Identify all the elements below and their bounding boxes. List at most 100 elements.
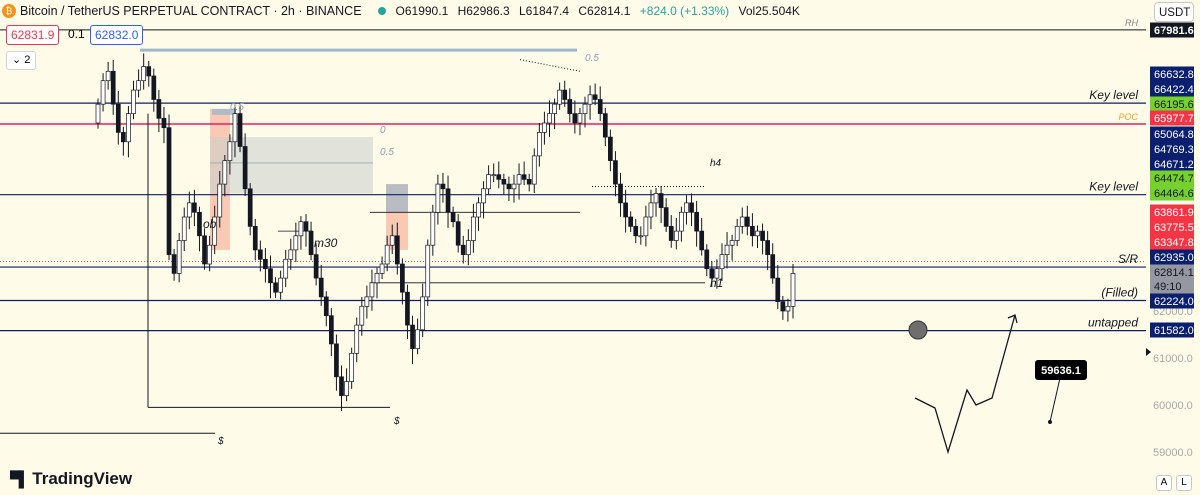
candle-body-113 bbox=[668, 226, 674, 241]
level-label-6: untapped bbox=[1088, 316, 1138, 330]
candle-body-18 bbox=[186, 202, 192, 218]
volume-value: Vol25.504K bbox=[738, 4, 800, 18]
market-status-icon bbox=[377, 7, 386, 15]
candle-body-11 bbox=[151, 75, 157, 100]
candle-body-45 bbox=[323, 296, 329, 317]
candle-body-92 bbox=[562, 89, 568, 100]
candle-body-6 bbox=[126, 113, 131, 143]
candle-body-90 bbox=[552, 103, 557, 114]
price-label-2: 66422.4 bbox=[1154, 84, 1194, 96]
candle-body-53 bbox=[364, 296, 370, 307]
candle-body-84 bbox=[521, 174, 527, 180]
candle-body-127 bbox=[739, 216, 745, 227]
open-value: O61990.1 bbox=[395, 4, 449, 18]
candle-body-22 bbox=[207, 244, 212, 265]
candle-body-70 bbox=[450, 211, 456, 223]
candle-body-47 bbox=[334, 343, 339, 378]
candle-body-49 bbox=[344, 381, 349, 396]
candle-body-102 bbox=[613, 160, 618, 185]
price-label-bg-11 bbox=[1150, 219, 1194, 235]
candle-body-120 bbox=[704, 249, 710, 270]
candle-body-85 bbox=[526, 179, 532, 185]
candle-body-19 bbox=[192, 202, 197, 213]
candle-body-59 bbox=[394, 235, 400, 265]
candle-body-115 bbox=[679, 211, 684, 232]
projection-path bbox=[914, 314, 1016, 455]
projection-arrow-icon bbox=[1007, 314, 1018, 324]
price-label-15: 49:10 bbox=[1154, 281, 1182, 293]
candle-body-23 bbox=[212, 216, 218, 246]
low-value: L61847.4 bbox=[518, 4, 570, 18]
candle-body-68 bbox=[440, 183, 446, 190]
candle-body-122 bbox=[714, 268, 720, 279]
buy-price-button[interactable]: 62832.0 bbox=[90, 25, 144, 45]
annotation-3: 0.5 bbox=[380, 147, 394, 158]
candle-body-54 bbox=[369, 282, 375, 298]
candle-body-121 bbox=[709, 268, 715, 279]
currency-label: USDT bbox=[1159, 7, 1191, 19]
candle-body-0 bbox=[95, 103, 101, 124]
candle-body-51 bbox=[354, 324, 360, 354]
candle-body-62 bbox=[410, 324, 415, 349]
chevron-down-icon: ▾ bbox=[1159, 28, 1164, 38]
price-label-bg-3 bbox=[1150, 96, 1194, 112]
candle-body-101 bbox=[608, 136, 613, 161]
candle-body-3 bbox=[110, 70, 116, 105]
candle-body-125 bbox=[729, 240, 735, 246]
price-label-bg-6 bbox=[1150, 141, 1194, 157]
candle-body-95 bbox=[577, 113, 583, 124]
sell-price-button[interactable]: 62831.9 bbox=[6, 25, 60, 45]
spread-value: 0.1 bbox=[68, 27, 85, 41]
indicator-count: 2 bbox=[24, 54, 31, 66]
candle-body-27 bbox=[232, 113, 238, 143]
auto-scale-button[interactable]: A bbox=[1156, 475, 1172, 491]
high-value: H62986.3 bbox=[457, 4, 510, 18]
candle-body-88 bbox=[542, 122, 547, 133]
target-pointer bbox=[1049, 377, 1061, 423]
ohlc-values: O61990.1 H62986.3 L61847.4 C62814.1 +824… bbox=[396, 4, 806, 18]
candle-body-30 bbox=[247, 188, 253, 227]
candle-body-61 bbox=[405, 291, 410, 326]
candle-body-39 bbox=[293, 235, 299, 251]
candle-body-87 bbox=[537, 132, 542, 157]
candle-body-17 bbox=[181, 216, 187, 241]
candle-body-43 bbox=[313, 254, 319, 279]
candle-body-10 bbox=[146, 66, 152, 77]
candle-body-136 bbox=[785, 305, 791, 312]
candle-body-67 bbox=[435, 183, 441, 213]
tradingview-logo[interactable]: ▀▌ TradingView bbox=[10, 469, 132, 489]
symbol-title[interactable]: Bitcoin / TetherUS PERPETUAL CONTRACT · … bbox=[20, 4, 362, 18]
candle-body-73 bbox=[465, 240, 471, 255]
log-scale-button[interactable]: L bbox=[1176, 475, 1192, 491]
level-label-4: S/R bbox=[1118, 252, 1138, 266]
tradingview-icon: ▀▌ bbox=[10, 470, 29, 488]
price-label-bg-0 bbox=[1150, 22, 1194, 38]
candle-body-35 bbox=[273, 282, 278, 293]
candle-body-36 bbox=[278, 277, 283, 293]
candle-body-4 bbox=[115, 103, 121, 133]
candle-body-32 bbox=[257, 249, 263, 260]
candle-body-109 bbox=[648, 202, 654, 218]
candle-body-41 bbox=[303, 221, 309, 232]
candle-body-96 bbox=[582, 103, 588, 114]
candle-body-48 bbox=[339, 376, 344, 396]
candle-body-15 bbox=[171, 254, 177, 274]
candle-body-64 bbox=[420, 296, 426, 331]
candle-body-24 bbox=[217, 183, 223, 218]
y-tick-label-3: 59000.0 bbox=[1153, 447, 1193, 459]
candle-body-80 bbox=[501, 179, 507, 185]
currency-select[interactable]: USDT ▾ bbox=[1154, 2, 1194, 38]
candle-body-37 bbox=[283, 258, 289, 279]
candle-body-56 bbox=[379, 263, 385, 274]
logo-text: TradingView bbox=[32, 469, 133, 488]
y-tick-label-2: 60000.0 bbox=[1153, 400, 1193, 412]
candle-body-31 bbox=[252, 226, 258, 251]
price-label-8: 64474.7 bbox=[1154, 173, 1194, 185]
bitcoin-icon: ₿ bbox=[2, 4, 16, 18]
candle-body-99 bbox=[597, 99, 603, 114]
price-label-bg-13 bbox=[1150, 249, 1194, 265]
collapse-indicators-button[interactable]: ⌄ 2 bbox=[6, 51, 37, 70]
price-label-bg-8 bbox=[1150, 170, 1194, 186]
fib-zone-1 bbox=[210, 137, 373, 194]
